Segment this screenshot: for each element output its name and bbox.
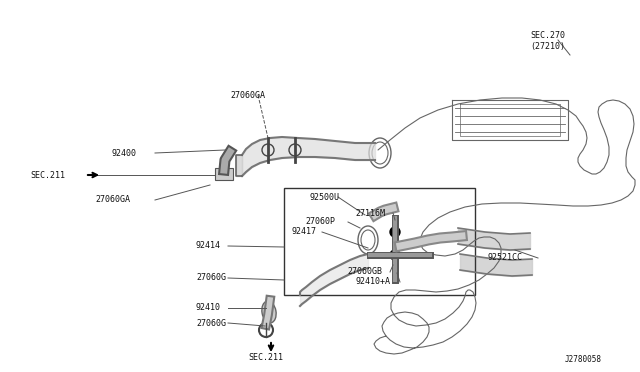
Text: 27060P: 27060P [305, 218, 335, 227]
Text: 92400: 92400 [112, 148, 137, 157]
Text: 92521CC: 92521CC [487, 253, 522, 263]
Text: (27210): (27210) [530, 42, 565, 51]
Text: 27060GB: 27060GB [347, 267, 382, 276]
Text: J2780058: J2780058 [565, 356, 602, 365]
Circle shape [390, 250, 400, 260]
Text: SEC.211: SEC.211 [30, 170, 65, 180]
Text: 92410+A: 92410+A [356, 278, 391, 286]
Text: 92410: 92410 [196, 304, 221, 312]
Circle shape [390, 227, 400, 237]
Text: 27060GA: 27060GA [230, 90, 265, 99]
Text: 27060GA: 27060GA [95, 196, 130, 205]
Bar [284, 188, 475, 295]
Polygon shape [236, 155, 242, 176]
Text: 92417: 92417 [291, 228, 316, 237]
Text: 27116M: 27116M [355, 208, 385, 218]
Text: 92500U: 92500U [310, 192, 340, 202]
Text: SEC.270: SEC.270 [530, 32, 565, 41]
Bar [215, 168, 233, 180]
Text: 27060G: 27060G [196, 273, 226, 282]
Ellipse shape [262, 301, 276, 323]
Text: SEC.211: SEC.211 [248, 353, 283, 362]
Text: 92414: 92414 [196, 241, 221, 250]
Text: 27060G: 27060G [196, 318, 226, 327]
